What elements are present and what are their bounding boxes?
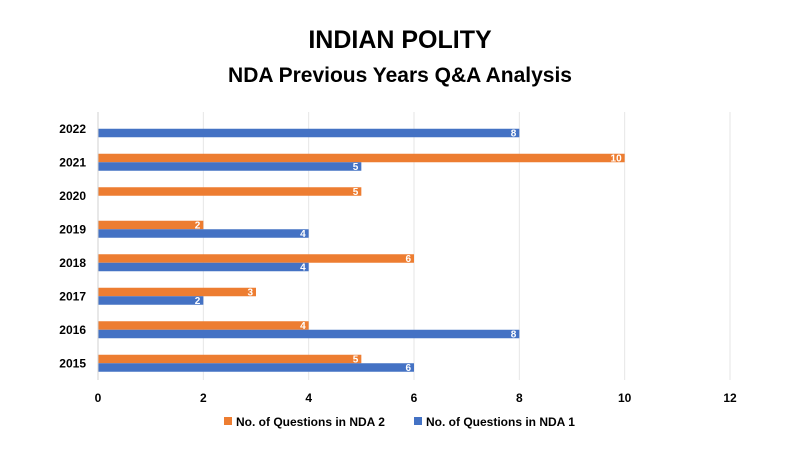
y-tick-label: 2016 <box>59 323 86 337</box>
x-tick-label: 10 <box>618 391 632 405</box>
data-label: 10 <box>611 153 623 164</box>
legend-label: No. of Questions in NDA 1 <box>426 415 575 429</box>
bar-nda1 <box>98 229 309 238</box>
data-label: 4 <box>300 229 306 240</box>
x-tick-label: 0 <box>95 391 102 405</box>
x-tick-label: 8 <box>516 391 523 405</box>
y-tick-label: 2020 <box>59 189 86 203</box>
y-tick-label: 2015 <box>59 356 86 370</box>
legend-label: No. of Questions in NDA 2 <box>236 415 385 429</box>
bar-nda2 <box>98 153 625 163</box>
chart-title: INDIAN POLITY <box>308 26 492 54</box>
bar-nda1 <box>98 363 414 372</box>
y-tick-label: 2019 <box>59 222 86 236</box>
x-tick-label: 2 <box>200 391 207 405</box>
data-label: 5 <box>353 354 359 365</box>
bar-nda2 <box>98 220 204 230</box>
data-label: 5 <box>353 187 359 198</box>
data-label: 2 <box>195 296 201 307</box>
data-label: 8 <box>511 329 517 340</box>
bar-nda1 <box>98 329 520 339</box>
data-label: 8 <box>511 128 517 139</box>
bar-nda1 <box>98 128 520 138</box>
data-label: 3 <box>247 287 253 298</box>
bar-nda2 <box>98 287 256 297</box>
legend-swatch <box>224 417 232 425</box>
x-tick-label: 4 <box>305 391 312 405</box>
data-label: 6 <box>405 363 411 374</box>
y-tick-label: 2021 <box>59 155 86 169</box>
bar-nda1 <box>98 262 309 272</box>
chart-subtitle: NDA Previous Years Q&A Analysis <box>228 64 572 87</box>
data-label: 5 <box>353 162 359 173</box>
axes: 0 2 4 6 8 10 12 2015 2016 2017 2018 2019 2020 2021 202… <box>59 112 737 405</box>
y-tick-label: 2022 <box>59 122 86 136</box>
bar-nda1 <box>98 162 362 171</box>
x-tick-label: 6 <box>411 391 418 405</box>
gridlines <box>202 112 731 380</box>
bar-nda2 <box>98 187 362 196</box>
data-label: 6 <box>405 254 411 265</box>
bar-nda1 <box>98 296 204 305</box>
bar-nda2 <box>98 321 309 330</box>
bars: 5 6 4 8 3 2 6 4 2 4 5 10 5 8 <box>98 128 625 374</box>
bar-nda2 <box>98 354 362 364</box>
data-label: 2 <box>195 220 201 231</box>
y-tick-label: 2018 <box>59 256 86 270</box>
legend: No. of Questions in NDA 2 No. of Question… <box>224 415 575 429</box>
data-label: 4 <box>300 321 306 332</box>
legend-swatch <box>414 417 422 425</box>
y-tick-label: 2017 <box>59 289 86 303</box>
bar-nda2 <box>98 254 414 263</box>
x-tick-label: 12 <box>723 391 737 405</box>
data-label: 4 <box>300 262 306 273</box>
